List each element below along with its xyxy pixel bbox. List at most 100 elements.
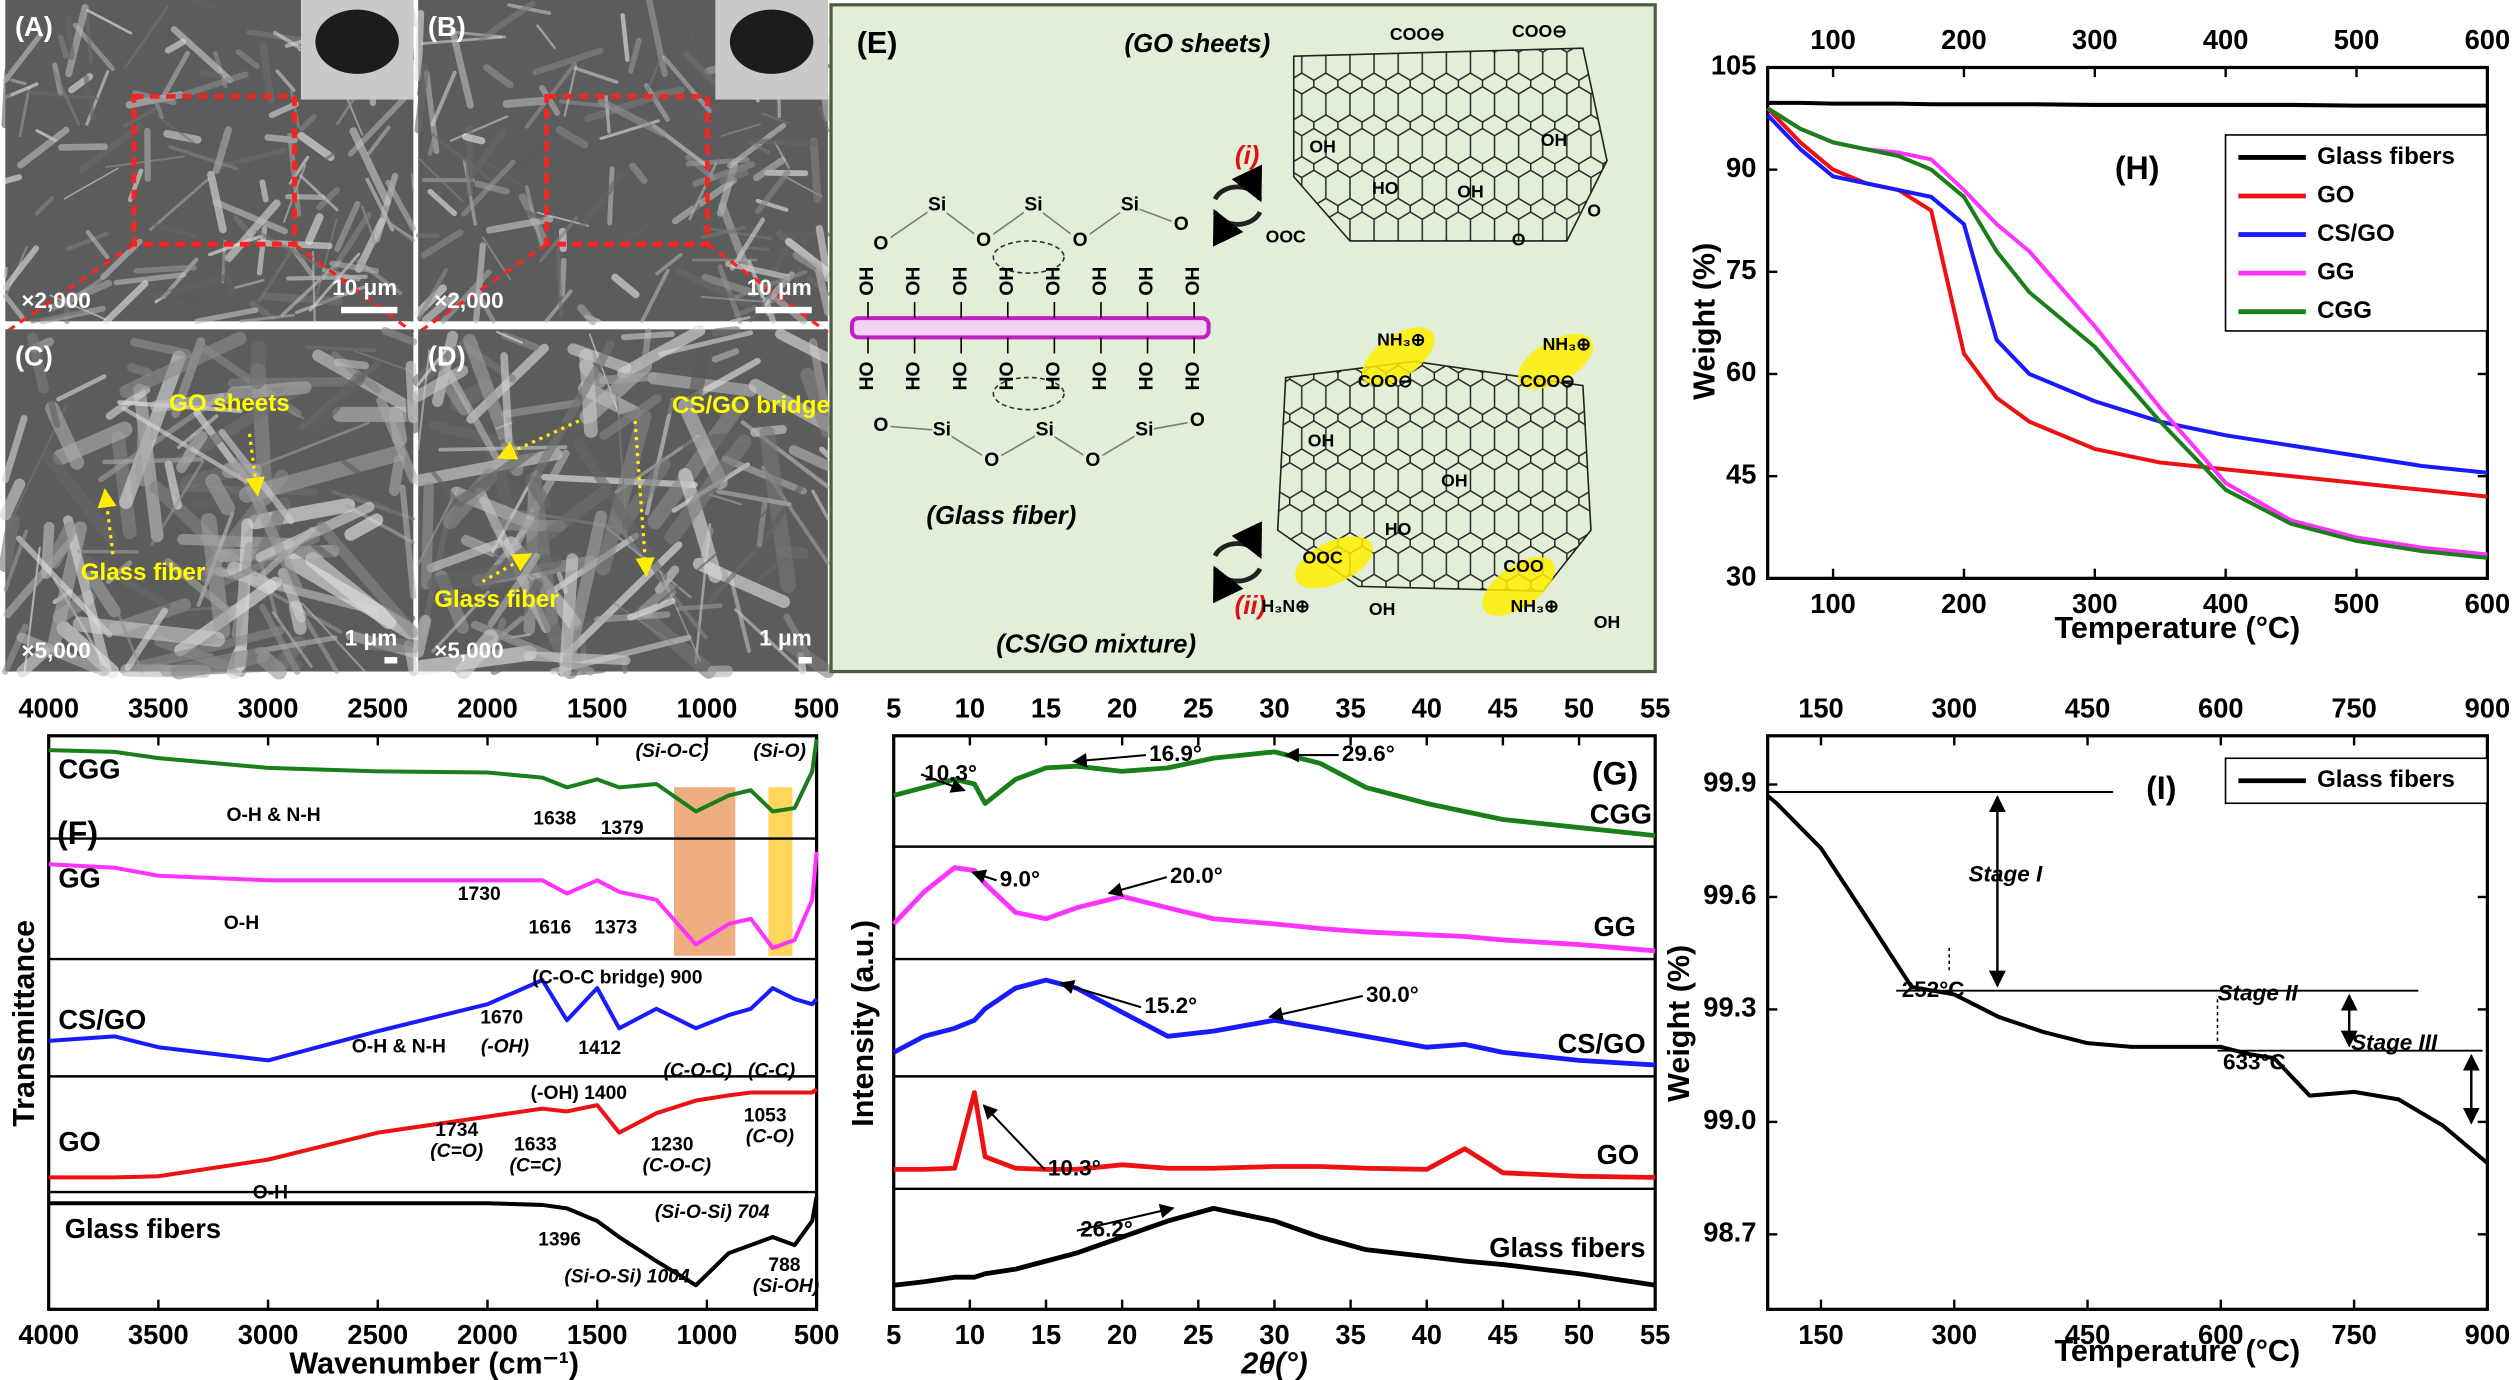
series-label: Glass fibers xyxy=(65,1213,221,1244)
magnification: ×5,000 xyxy=(21,638,90,663)
chem-label: OH xyxy=(1090,267,1111,296)
annotation: 1670 xyxy=(480,1008,523,1029)
highlight xyxy=(1482,556,1555,616)
sem-texture xyxy=(154,283,206,309)
x-tick-label: 600 xyxy=(2198,1319,2244,1350)
sem-texture xyxy=(627,37,642,74)
chem-label: Si xyxy=(1024,195,1042,216)
sem-texture xyxy=(532,47,604,76)
sem-texture xyxy=(130,338,192,358)
sem-texture xyxy=(627,597,676,621)
x-tick-label: 150 xyxy=(1798,1319,1844,1350)
x-tick-label: 150 xyxy=(1798,692,1844,723)
chem-label: Si xyxy=(928,195,946,216)
label-bg xyxy=(871,414,891,437)
sem-texture xyxy=(249,341,267,390)
sem-texture xyxy=(256,650,287,680)
sem-texture xyxy=(311,372,366,432)
sem-texture xyxy=(49,294,107,321)
sem-texture xyxy=(360,205,377,245)
annotation: 9.0° xyxy=(1000,866,1040,891)
step-label: (i) xyxy=(1235,142,1259,170)
magnification: ×5,000 xyxy=(434,638,503,663)
x-tick-label: 450 xyxy=(2065,692,2111,723)
sem-texture xyxy=(453,435,551,507)
sem-texture xyxy=(701,225,746,240)
chem-label: OH xyxy=(1441,471,1467,491)
chem-label: NH₃⊕ xyxy=(1543,334,1591,354)
sem-arrow xyxy=(481,552,533,583)
sem-texture xyxy=(212,126,233,174)
sem-texture xyxy=(150,392,233,412)
sem-texture xyxy=(754,169,791,215)
y-tick-label: 99.3 xyxy=(1703,992,1756,1023)
series-line xyxy=(892,977,1656,1068)
annotation: 1633 xyxy=(514,1135,557,1156)
series-line xyxy=(48,738,819,814)
x-tick-label: 35 xyxy=(1335,692,1365,723)
sem-texture xyxy=(316,186,340,211)
x-tick-label: 50 xyxy=(1564,692,1594,723)
annotation-arrow xyxy=(1268,995,1364,1022)
sem-texture xyxy=(455,629,499,680)
sem-texture xyxy=(412,364,469,402)
sem-texture xyxy=(811,489,830,520)
scale-bar xyxy=(384,657,398,664)
annotation: 252°C xyxy=(1902,977,1965,1002)
x-tick-label: 1500 xyxy=(567,692,628,723)
x-tick-label: 600 xyxy=(2198,692,2244,723)
sem-texture xyxy=(270,591,343,634)
annotation-arrow xyxy=(1107,876,1168,897)
sem-texture xyxy=(563,65,578,117)
x-tick-label: 2000 xyxy=(457,1319,518,1350)
sem-texture xyxy=(793,234,808,294)
chem-label: COO⊖ xyxy=(1358,371,1413,391)
sem-annotation: Glass fiber xyxy=(434,586,558,613)
sem-texture xyxy=(620,13,630,62)
sem-texture xyxy=(117,614,143,673)
go-sheet xyxy=(1292,47,1608,242)
label-bg xyxy=(932,419,952,442)
sem-texture xyxy=(304,618,339,674)
chem-label: COO xyxy=(1503,556,1543,576)
sem-texture xyxy=(700,295,774,304)
sem-texture xyxy=(192,0,219,11)
sem-texture xyxy=(562,510,608,668)
x-tick-label: 400 xyxy=(2203,24,2249,55)
sem-texture xyxy=(578,171,625,230)
sem-texture xyxy=(654,565,680,594)
sem-texture xyxy=(792,251,831,279)
sem-texture xyxy=(725,260,791,281)
y-axis-label: Weight (%) xyxy=(1688,243,1722,400)
x-tick-label: 4000 xyxy=(18,1319,79,1350)
sem-texture xyxy=(689,20,695,46)
chem-label: NH₃⊕ xyxy=(1377,329,1425,349)
x-tick-label: 200 xyxy=(1941,24,1987,55)
x-tick-label: 3000 xyxy=(238,1319,299,1350)
sem-texture xyxy=(690,194,718,270)
sem-texture xyxy=(135,417,154,487)
x-tick-label: 100 xyxy=(1810,24,1856,55)
scheme-title: (GO sheets) xyxy=(1125,30,1271,58)
x-axis-label: 2θ(°) xyxy=(1240,1347,1308,1380)
scale-text: 10 μm xyxy=(747,275,812,300)
sem-texture xyxy=(62,544,171,609)
sem-texture xyxy=(629,162,648,185)
annotation: (-OH) 1400 xyxy=(531,1083,627,1104)
chem-label: O xyxy=(1085,450,1100,471)
sem-texture xyxy=(711,326,741,337)
sem-texture xyxy=(277,567,307,623)
x-tick-label: 5 xyxy=(886,692,901,723)
annotation: O-H xyxy=(224,913,259,934)
sem-texture xyxy=(430,70,457,127)
chem-label: O xyxy=(1190,410,1205,431)
x-tick-label: 600 xyxy=(2465,24,2511,55)
x-axis-label: Temperature (°C) xyxy=(2055,611,2301,645)
sem-texture xyxy=(815,267,832,316)
sem-texture xyxy=(34,196,55,216)
sem-texture xyxy=(809,137,822,203)
sem-texture xyxy=(84,7,93,64)
annotation: (-OH) xyxy=(481,1037,529,1058)
legend-label: GO xyxy=(2317,181,2354,208)
sem-texture xyxy=(239,313,296,323)
